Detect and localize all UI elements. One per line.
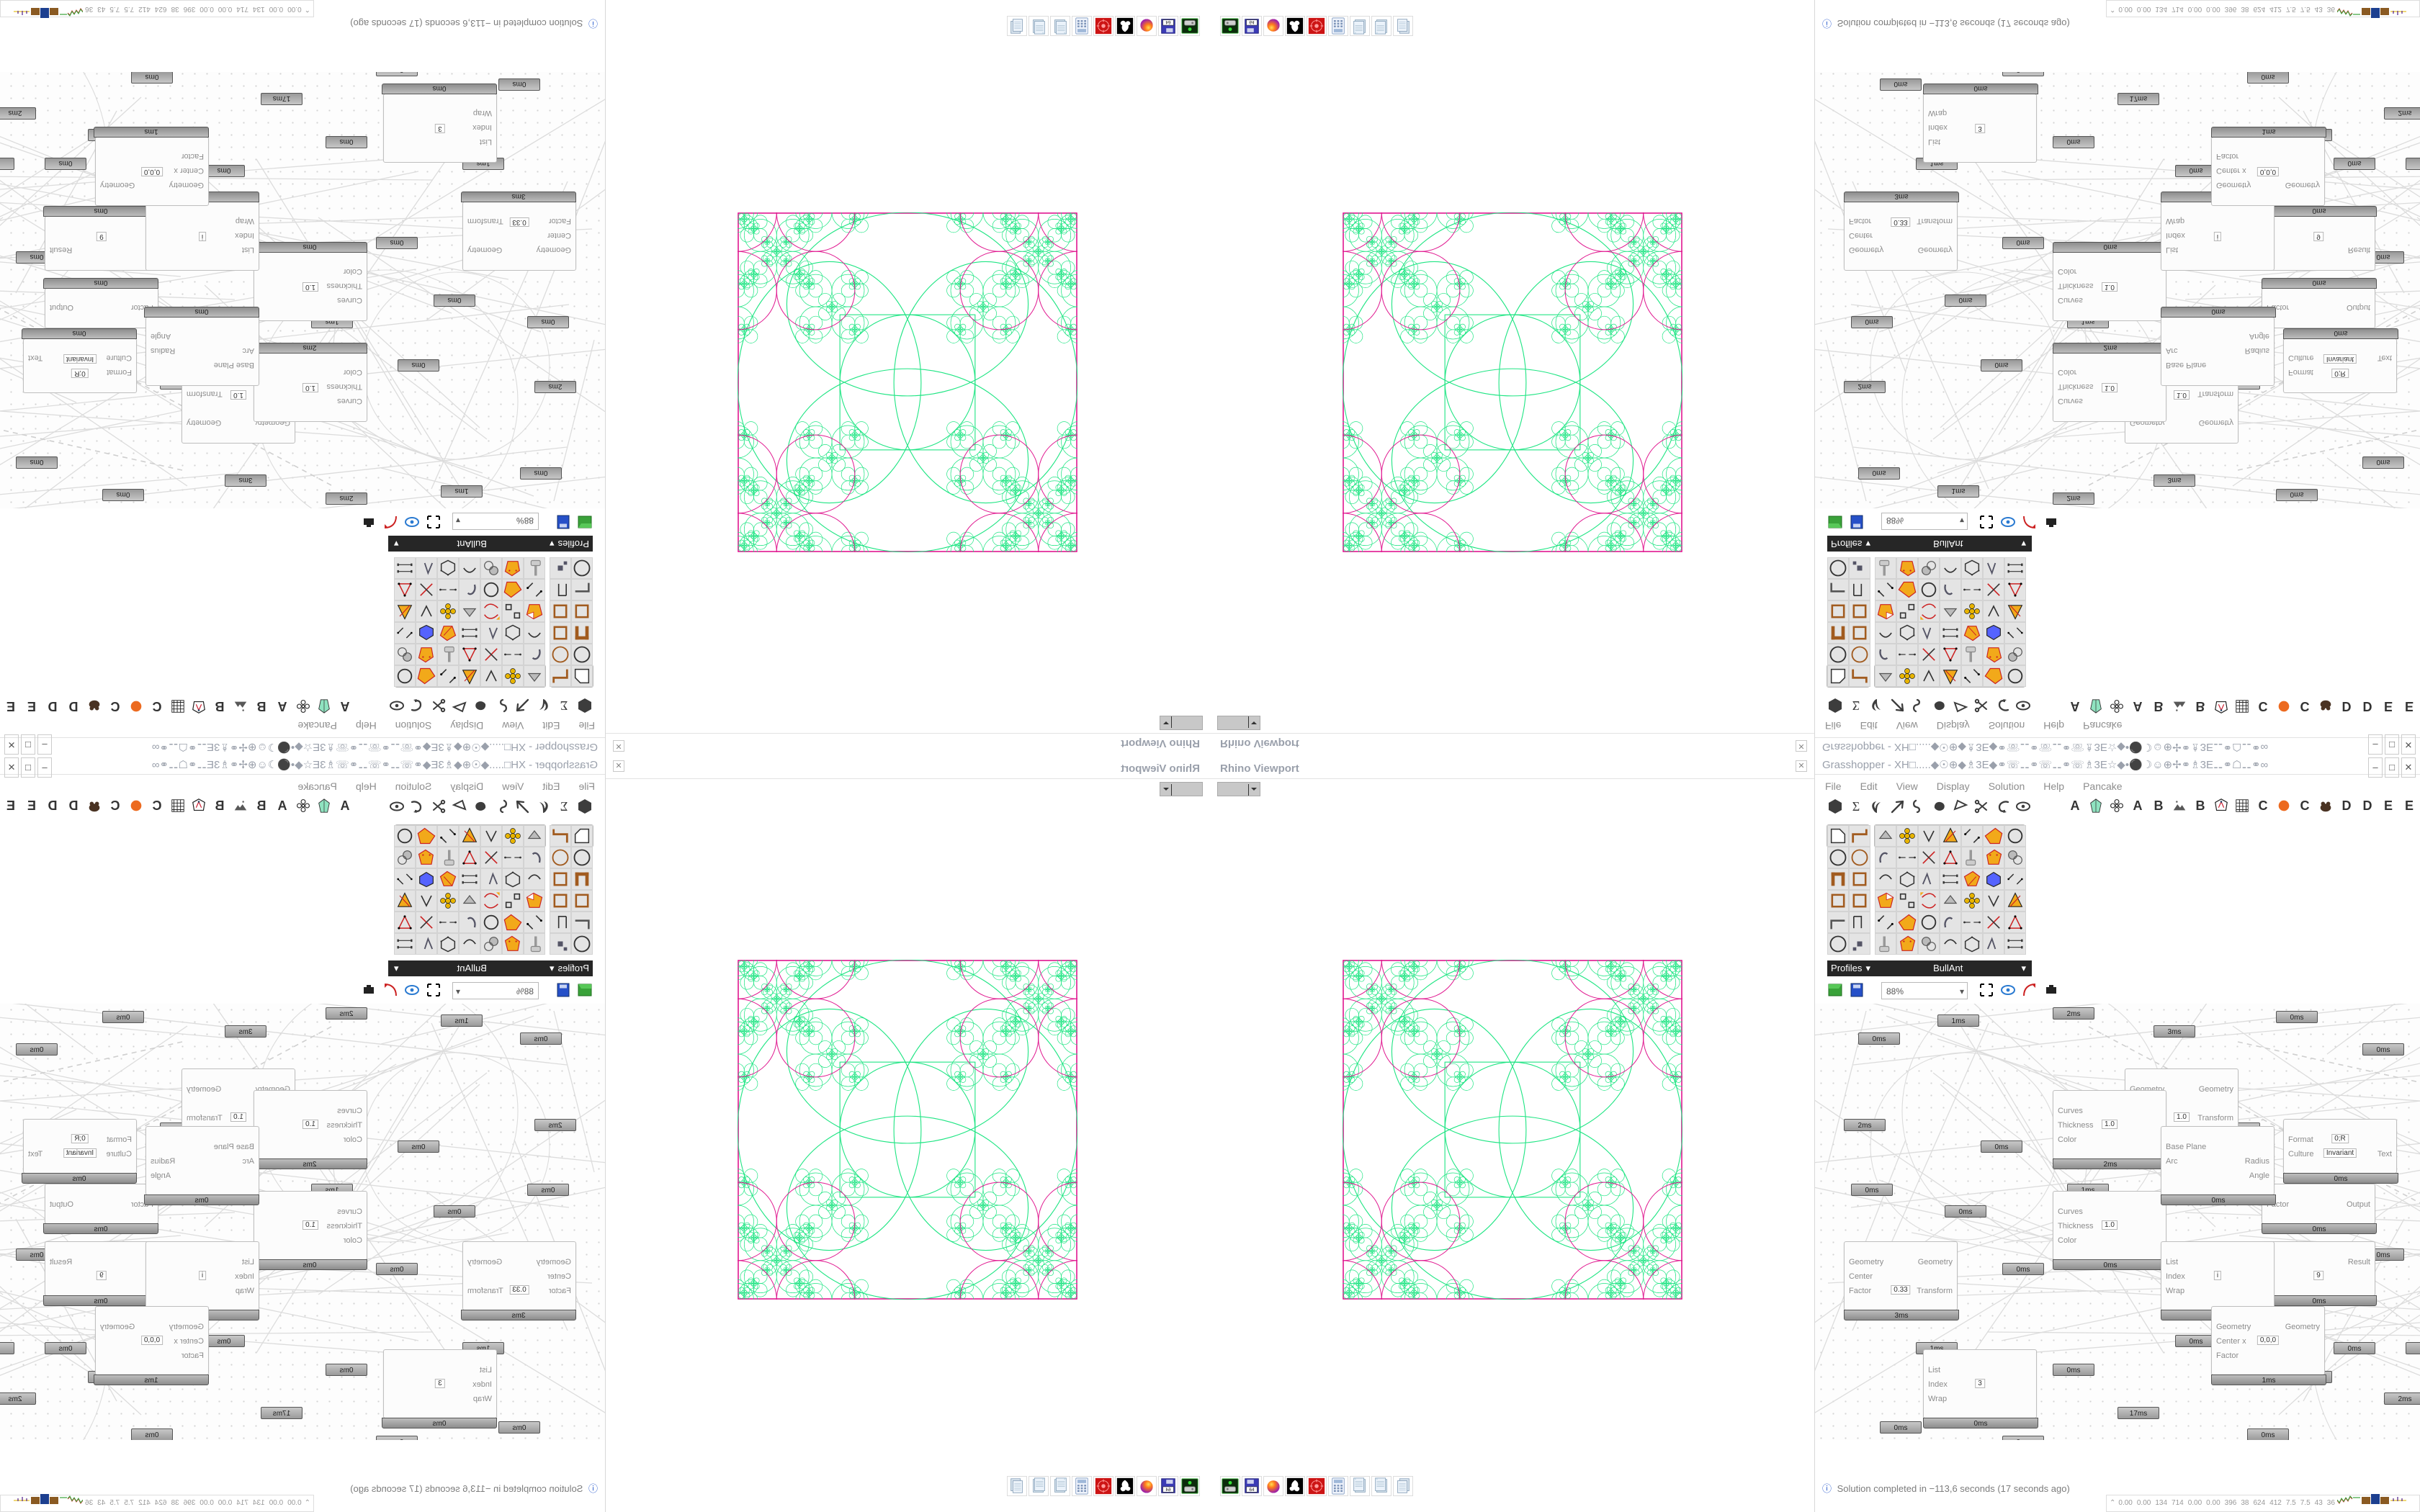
svg-text:64: 64: [1249, 19, 1255, 24]
svg-text:64: 64: [1165, 19, 1171, 24]
svg-text:Σ: Σ: [1852, 698, 1860, 713]
svg-text:Σ: Σ: [560, 799, 568, 814]
svg-text:64: 64: [1165, 1488, 1171, 1493]
svg-text:Σ: Σ: [560, 698, 568, 713]
